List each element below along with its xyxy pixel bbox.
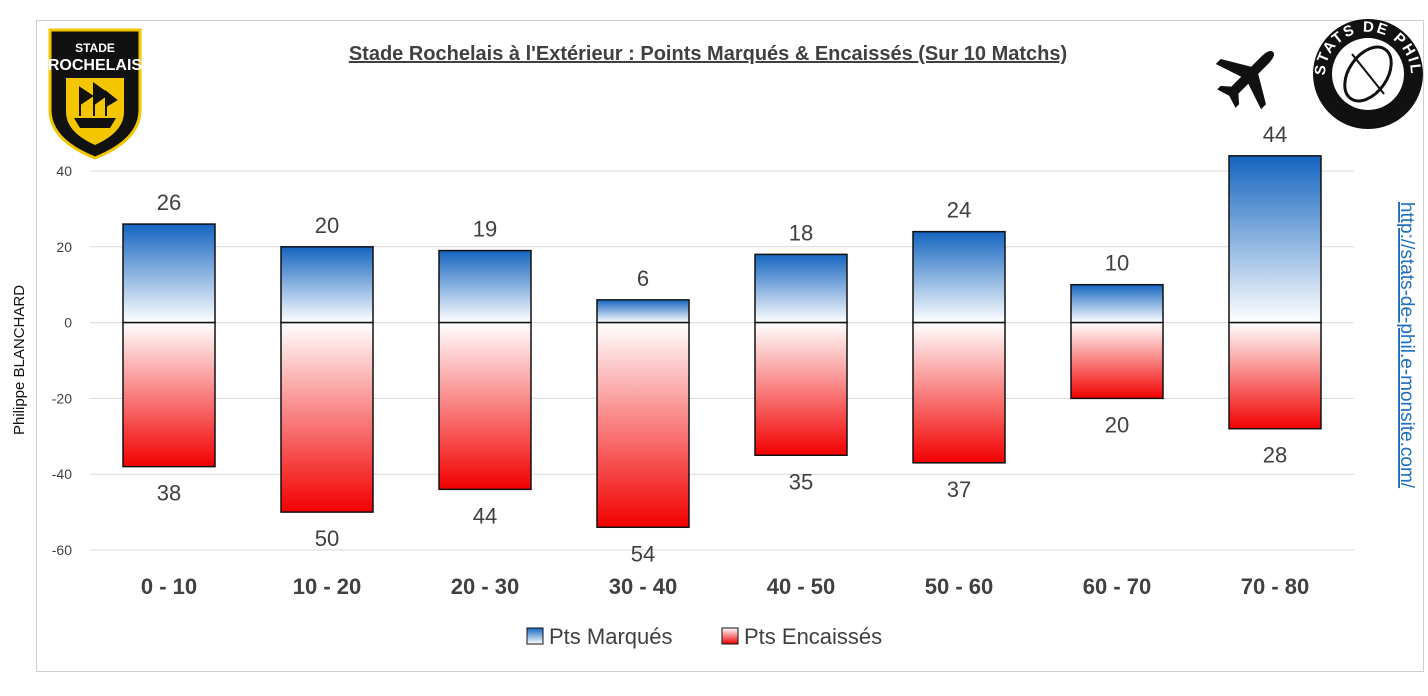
data-label-marques: 24 (947, 198, 971, 223)
data-label-encaisses: 20 (1105, 412, 1129, 437)
bar-marques (596, 299, 690, 324)
legend-label-encaisses: Pts Encaissés (744, 624, 882, 649)
y-tick-label: -20 (52, 390, 72, 406)
bar-encaisses (754, 321, 848, 456)
bar-encaisses (1228, 321, 1322, 430)
x-category-label: 40 - 50 (767, 574, 836, 599)
x-category-label: 0 - 10 (141, 574, 197, 599)
bar-encaisses (438, 321, 532, 491)
data-label-marques: 44 (1263, 122, 1287, 147)
website-link[interactable]: http://stats-de-phil.e-monsite.com/ (1396, 202, 1417, 489)
legend-swatch-encaisses (721, 627, 739, 645)
x-category-label: 50 - 60 (925, 574, 994, 599)
club-logo: STADE ROCHELAIS (48, 28, 143, 160)
bar-encaisses (122, 321, 216, 468)
y-tick-label: -40 (52, 466, 72, 482)
data-label-marques: 18 (789, 220, 813, 245)
x-category-label: 20 - 30 (451, 574, 520, 599)
data-label-marques: 19 (473, 217, 497, 242)
legend: Pts Marqués Pts Encaissés (526, 624, 882, 649)
legend-label-marques: Pts Marqués (549, 624, 673, 649)
data-label-marques: 26 (157, 190, 181, 215)
data-label-encaisses: 44 (473, 503, 497, 528)
bar-marques (280, 246, 374, 324)
logo-line2: ROCHELAIS (48, 57, 143, 74)
data-label-marques: 6 (637, 266, 649, 291)
data-label-marques: 20 (315, 213, 339, 238)
chart-title: Stade Rochelais à l'Extérieur : Points M… (349, 43, 1067, 65)
bar-encaisses (280, 321, 374, 513)
bars (122, 155, 1322, 529)
x-category-label: 60 - 70 (1083, 574, 1152, 599)
x-category-label: 10 - 20 (293, 574, 362, 599)
bar-encaisses (912, 321, 1006, 464)
data-label-encaisses: 35 (789, 469, 813, 494)
data-label-encaisses: 38 (157, 481, 181, 506)
bar-marques (1228, 155, 1322, 324)
data-label-encaisses: 50 (315, 526, 339, 551)
y-tick-label: -60 (52, 542, 72, 558)
bar-marques (1070, 283, 1164, 324)
bar-encaisses (1070, 321, 1164, 400)
bar-marques (438, 249, 532, 324)
data-label-encaisses: 28 (1263, 443, 1287, 468)
airplane-icon (1215, 50, 1275, 110)
logo-line1: STADE (75, 41, 115, 55)
data-label-encaisses: 54 (631, 541, 655, 566)
legend-swatch-marques (526, 627, 544, 645)
bar-encaisses (596, 321, 690, 529)
chart-frame (36, 20, 1424, 672)
y-axis-label: Philippe BLANCHARD (11, 285, 28, 435)
y-tick-label: 40 (56, 163, 72, 179)
bar-marques (754, 253, 848, 324)
rugby-ball-stamp-icon: STATS DE PHIL (1312, 19, 1423, 129)
data-labels: 26 38 0 - 10 20 50 10 - 20 19 44 20 - 30 6 54 30 - … (141, 122, 1309, 599)
y-tick-label: 0 (64, 315, 72, 331)
y-tick-label: 20 (56, 239, 72, 255)
x-category-label: 30 - 40 (609, 574, 678, 599)
x-category-label: 70 - 80 (1241, 574, 1310, 599)
data-label-marques: 10 (1105, 251, 1129, 276)
bar-marques (912, 230, 1006, 324)
data-label-encaisses: 37 (947, 477, 971, 502)
bar-marques (122, 223, 216, 324)
